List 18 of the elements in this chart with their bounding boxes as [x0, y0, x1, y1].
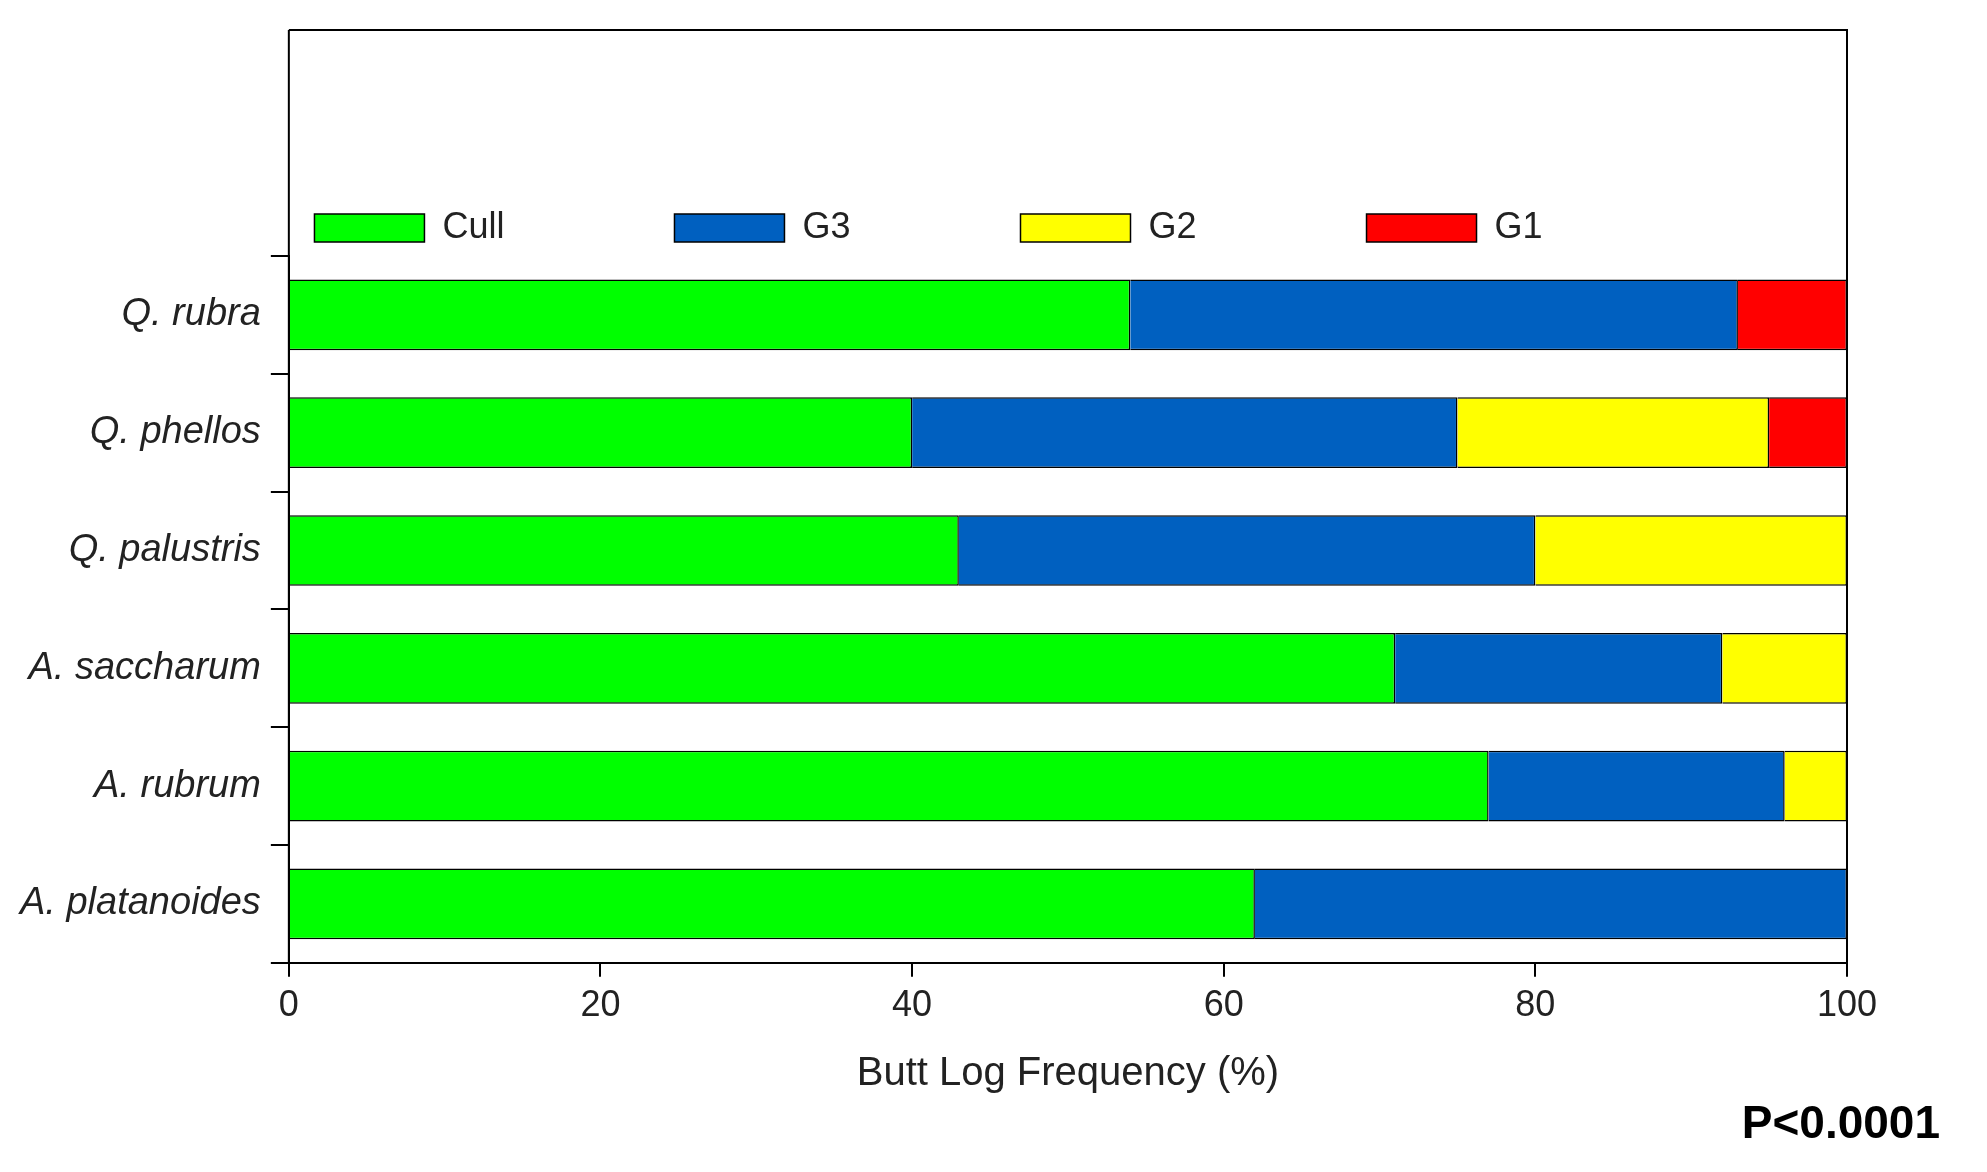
y-tick-label: A. platanoides [18, 880, 261, 923]
x-tick-label: 100 [1816, 983, 1878, 1025]
y-tick-label: A. rubrum [92, 762, 261, 805]
y-tick-label: Q. rubra [121, 291, 261, 334]
text: P<0.0001 [1741, 1095, 1940, 1148]
y-tick-label: Q. phellos [89, 409, 261, 452]
y-tick-label: Q. palustris [68, 527, 261, 570]
legend-label: G3 [802, 204, 851, 246]
legend-label: Cull [442, 204, 505, 246]
legend-label: G2 [1148, 204, 1197, 246]
x-tick-label: 0 [278, 983, 299, 1025]
x-axis-title: Butt Log Frequency (%) [856, 1049, 1280, 1094]
x-tick-label: 20 [580, 983, 621, 1025]
x-tick-label: 60 [1203, 983, 1244, 1025]
x-tick-label: 40 [892, 983, 933, 1025]
x-tick-label: 80 [1515, 983, 1556, 1025]
y-tick-label: A. saccharum [26, 644, 261, 687]
legend-label: G1 [1494, 204, 1543, 246]
